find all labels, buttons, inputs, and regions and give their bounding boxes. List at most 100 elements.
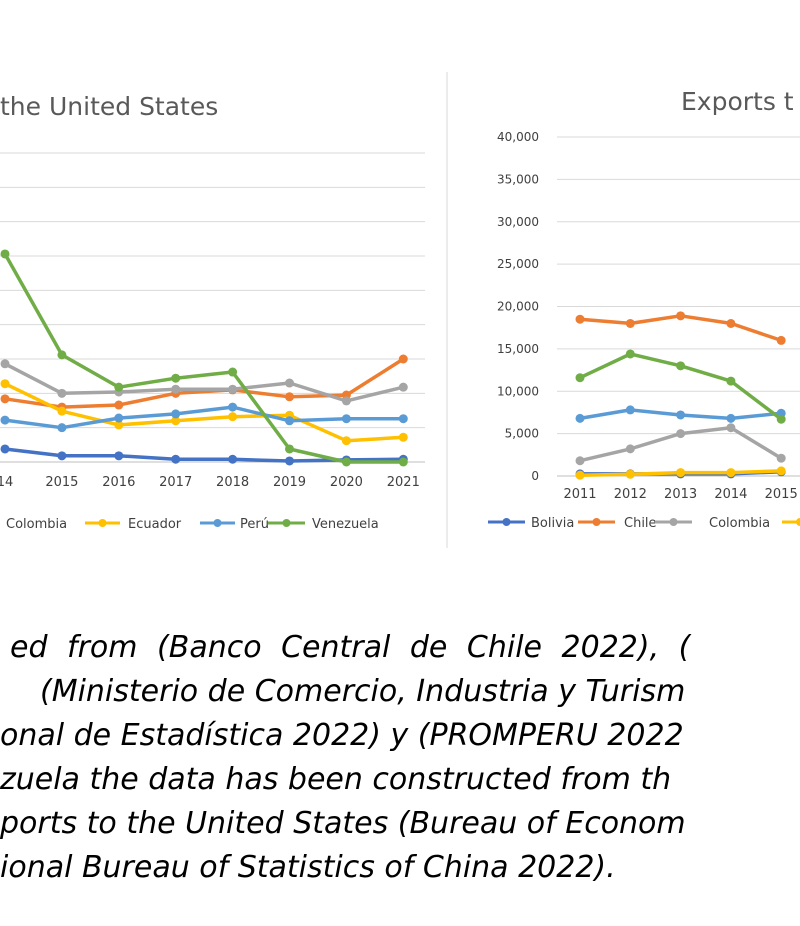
- data-point: [341, 414, 351, 424]
- data-point: [575, 373, 585, 383]
- y-tick-label: 10,000: [497, 384, 539, 398]
- data-point: [676, 361, 686, 371]
- x-tick-label: 2021: [387, 475, 420, 490]
- legend-label: Chile: [624, 516, 657, 531]
- data-point: [398, 382, 408, 392]
- x-tick-label: 2015: [45, 475, 78, 490]
- data-point: [726, 468, 736, 478]
- data-point: [0, 415, 10, 425]
- data-point: [228, 384, 238, 394]
- data-point: [228, 402, 238, 412]
- y-tick-label: 40,000: [497, 130, 539, 144]
- data-point: [726, 376, 736, 386]
- data-point: [575, 470, 585, 480]
- legend-marker: [592, 518, 601, 526]
- data-point: [776, 453, 786, 463]
- data-point: [398, 414, 408, 424]
- x-tick-label: 2011: [563, 487, 596, 502]
- series-line: [4, 382, 404, 443]
- data-point: [575, 314, 585, 324]
- data-point: [114, 451, 124, 461]
- y-tick-label: 0: [531, 469, 539, 483]
- data-point: [171, 454, 181, 464]
- x-tick-label: 14: [0, 475, 13, 490]
- data-point: [114, 413, 124, 423]
- data-point: [676, 311, 686, 321]
- caption-line: onal de Estadística 2022) y (PROMPERU 20…: [0, 718, 684, 753]
- legend-label: Colombia: [709, 516, 770, 531]
- data-point: [676, 429, 686, 439]
- data-point: [625, 444, 635, 454]
- data-point: [0, 359, 10, 369]
- series-line: [4, 405, 404, 430]
- series-line: [4, 357, 405, 409]
- data-point: [776, 466, 786, 476]
- legend-label: Colombia: [6, 517, 67, 532]
- data-point: [676, 410, 686, 420]
- data-point: [57, 350, 67, 360]
- data-point: [625, 349, 635, 359]
- data-point: [285, 444, 294, 454]
- y-tick-label: 15,000: [497, 342, 539, 356]
- data-point: [228, 454, 238, 464]
- data-point: [285, 378, 294, 388]
- data-point: [57, 451, 67, 461]
- data-point: [776, 414, 786, 424]
- data-point: [625, 318, 635, 328]
- legend-label: Venezuela: [312, 517, 379, 532]
- data-point: [575, 456, 585, 466]
- chart-title: Exports t: [681, 87, 794, 116]
- data-point: [228, 412, 238, 422]
- data-point: [398, 432, 408, 442]
- data-point: [0, 249, 10, 259]
- y-tick-label: 35,000: [497, 172, 539, 186]
- caption-line: (Ministerio de Comercio, Industria y Tur…: [40, 674, 686, 709]
- legend-marker: [502, 518, 511, 526]
- data-point: [341, 396, 351, 406]
- data-point: [625, 469, 635, 479]
- y-tick-label: 5,000: [505, 427, 539, 441]
- data-point: [285, 456, 294, 466]
- data-point: [398, 354, 408, 364]
- data-point: [228, 367, 238, 377]
- data-point: [57, 406, 67, 416]
- x-tick-label: 2017: [159, 475, 192, 490]
- caption-line: zuela the data has been constructed from…: [0, 762, 672, 797]
- data-point: [171, 373, 181, 383]
- data-point: [285, 416, 294, 426]
- legend-marker: [669, 518, 678, 526]
- data-point: [285, 392, 294, 402]
- legend-label: Perú: [240, 517, 269, 532]
- data-point: [341, 457, 351, 467]
- caption-line: ional Bureau of Statistics of China 2022…: [0, 850, 616, 885]
- chart-title: the United States: [0, 92, 218, 121]
- caption-line: ports to the United States (Bureau of Ec…: [0, 806, 686, 841]
- x-tick-label: 2020: [330, 475, 363, 490]
- data-point: [171, 384, 181, 394]
- data-point: [171, 409, 181, 419]
- x-tick-label: 2013: [664, 487, 697, 502]
- caption-line: ed from (Banco Central de Chile 2022), (: [10, 630, 691, 665]
- data-point: [776, 335, 786, 345]
- legend-marker: [282, 519, 291, 527]
- data-point: [0, 444, 10, 454]
- data-point: [726, 318, 736, 328]
- data-point: [0, 379, 10, 389]
- data-point: [575, 413, 585, 423]
- data-point: [398, 457, 408, 467]
- series-line: [3, 253, 404, 464]
- series-line: [4, 362, 404, 403]
- x-tick-label: 2012: [614, 487, 647, 502]
- legend-label: Bolivia: [531, 516, 574, 531]
- x-tick-label: 2019: [273, 475, 306, 490]
- data-point: [57, 388, 67, 398]
- legend-marker: [213, 519, 222, 527]
- y-tick-label: 20,000: [497, 300, 539, 314]
- data-point: [676, 468, 686, 478]
- legend-marker: [98, 519, 107, 527]
- x-tick-label: 2018: [216, 475, 249, 490]
- y-tick-label: 30,000: [497, 215, 539, 229]
- x-tick-label: 2016: [102, 475, 135, 490]
- data-point: [726, 423, 736, 433]
